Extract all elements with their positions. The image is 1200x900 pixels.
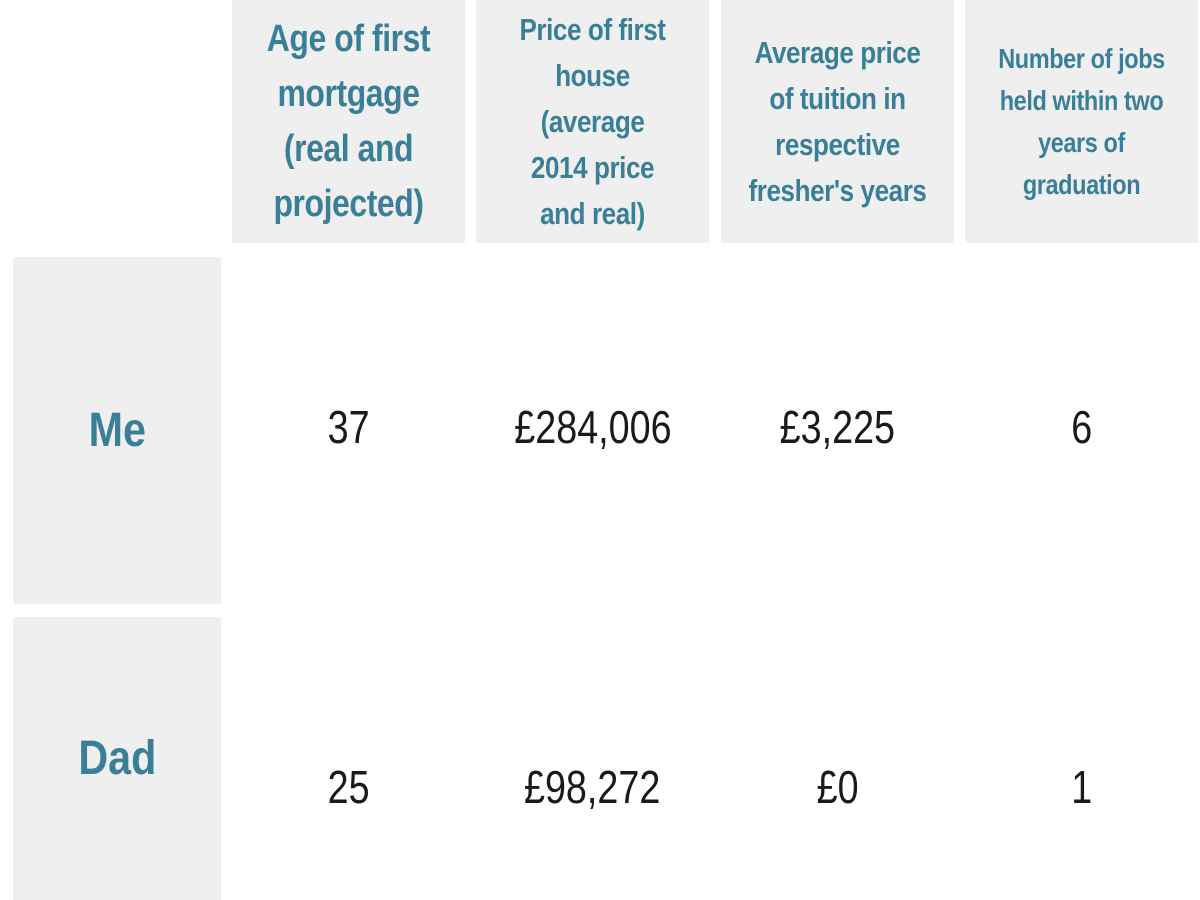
header-line: house (average (540, 57, 645, 139)
header-cell-age-bg (232, 0, 465, 243)
table-cell-me-tuition: £3,225 (721, 400, 954, 454)
table-cell-me-age: 37 (232, 400, 465, 454)
row-label-dad: Dad (13, 617, 221, 900)
header-line: fresher's years (748, 172, 927, 208)
column-header-price-of-first-house: Price of first house (average 2014 price… (495, 0, 691, 243)
header-line: projected) (273, 182, 424, 225)
header-line: of tuition in (769, 80, 906, 116)
column-header-age-of-first-mortgage: Age of first mortgage (real and projecte… (251, 0, 447, 243)
header-cell-tuition-bg (721, 0, 954, 243)
header-line: years of (1038, 126, 1125, 158)
header-line: 2014 price (530, 149, 655, 185)
table-cell-dad-jobs: 1 (965, 760, 1198, 814)
row-label-text: Dad (78, 732, 156, 785)
header-line: respective (775, 126, 900, 162)
cell-value: 25 (327, 761, 370, 813)
cell-value: £0 (816, 761, 859, 813)
header-line: graduation (1022, 168, 1141, 200)
cell-value: £98,272 (524, 761, 661, 813)
cell-value: 6 (1071, 401, 1092, 453)
header-line: Number of jobs (998, 42, 1165, 74)
header-line: Average price (754, 34, 921, 70)
cell-value: £284,006 (513, 401, 672, 453)
table-cell-dad-house-price: £98,272 (476, 760, 709, 814)
table-cell-dad-age: 25 (232, 760, 465, 814)
table-cell-me-house-price: £284,006 (476, 400, 709, 454)
cell-value: 37 (327, 401, 370, 453)
header-line: (real and (283, 127, 414, 170)
cell-value: £3,225 (779, 401, 896, 453)
header-line: Price of first (519, 11, 666, 47)
row-label-me: Me (13, 257, 221, 604)
row-label-text: Me (88, 404, 146, 457)
cell-value: 1 (1071, 761, 1092, 813)
column-header-average-tuition: Average price of tuition in respective f… (740, 0, 936, 243)
header-line: Age of first (266, 17, 431, 60)
header-cell-jobs-bg (965, 0, 1198, 243)
header-cell-price-bg (476, 0, 709, 243)
table-cell-me-jobs: 6 (965, 400, 1198, 454)
header-line: held within two (999, 84, 1164, 116)
header-line: mortgage (277, 72, 420, 115)
table-cell-dad-tuition: £0 (721, 760, 954, 814)
header-line: and real) (540, 195, 645, 231)
column-header-number-of-jobs: Number of jobs held within two years of … (984, 0, 1180, 243)
